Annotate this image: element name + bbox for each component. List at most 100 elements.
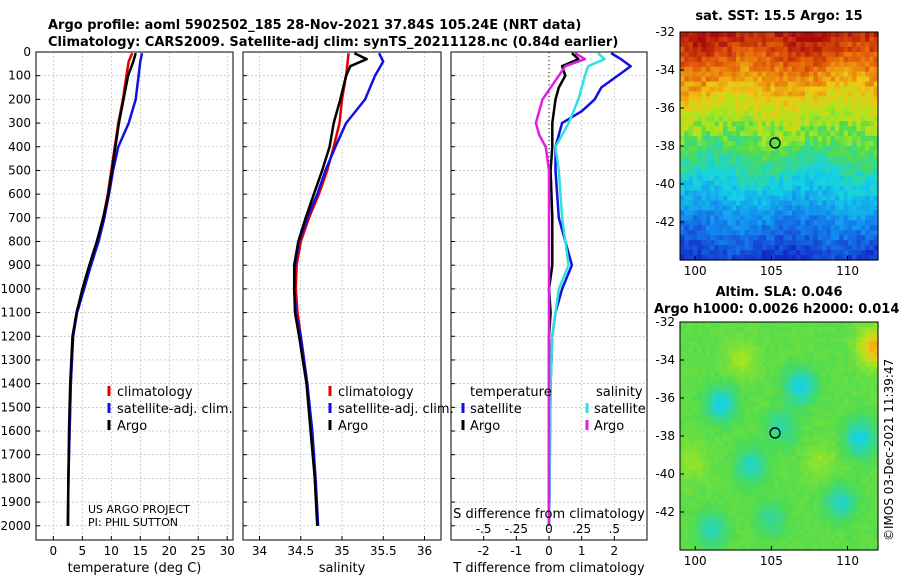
map-cell: [809, 185, 815, 192]
map-cell: [860, 401, 866, 407]
map-cell: [705, 406, 711, 412]
map-cell: [761, 255, 767, 261]
map-cell: [688, 431, 694, 437]
map-cell: [740, 515, 746, 521]
map-cell: [770, 36, 776, 43]
map-cell: [740, 230, 746, 236]
map-cell: [826, 230, 832, 236]
map-cell: [727, 346, 733, 353]
map-cell: [757, 41, 763, 48]
map-cell: [865, 421, 870, 427]
map-cell: [839, 51, 845, 58]
map-cell: [783, 91, 789, 98]
map-cell: [817, 346, 823, 353]
map-cell: [710, 160, 716, 167]
map-cell: [731, 480, 737, 487]
map-cell: [817, 51, 823, 58]
map-cell: [796, 250, 802, 256]
map-cell: [809, 465, 815, 472]
map-cell: [723, 411, 728, 417]
map-cell: [796, 401, 802, 407]
map-cell: [774, 86, 780, 93]
map-cell: [705, 376, 711, 383]
map-cell: [796, 525, 802, 531]
map-cell: [735, 106, 741, 112]
map-cell: [757, 510, 763, 516]
map-cell: [757, 230, 763, 236]
map-cell: [839, 470, 845, 477]
map-cell: [860, 411, 866, 417]
map-cell: [796, 346, 802, 353]
map-cell: [718, 215, 724, 221]
map-cell: [800, 386, 806, 392]
map-cell: [697, 500, 703, 506]
map-cell: [839, 190, 845, 197]
map-cell: [718, 61, 724, 68]
map-cell: [723, 150, 728, 157]
map-cell: [770, 391, 776, 397]
map-cell: [744, 326, 750, 333]
map-cell: [714, 210, 720, 216]
map-cell: [735, 391, 741, 397]
map-cell: [813, 91, 819, 98]
map-cell: [735, 470, 741, 477]
map-cell: [697, 41, 703, 48]
map-cell: [843, 61, 849, 68]
map-cell: [718, 391, 724, 397]
map-cell: [757, 165, 763, 172]
map-cell: [735, 46, 741, 53]
map-cell: [847, 131, 853, 137]
map-cell: [796, 450, 802, 457]
map-cell: [809, 406, 815, 412]
map-cell: [847, 235, 853, 241]
map-cell: [714, 230, 720, 236]
map-cell: [744, 356, 750, 363]
map-cell: [847, 101, 853, 107]
map-cell: [718, 495, 724, 502]
map-cell: [843, 356, 849, 363]
map-cell: [869, 510, 875, 516]
map-cell: [791, 185, 797, 192]
map-cell: [860, 505, 866, 511]
map-cell: [714, 96, 720, 102]
map-cell: [761, 190, 767, 197]
map-cell: [860, 371, 866, 378]
map-cell: [847, 220, 853, 226]
map-cell: [684, 230, 690, 236]
map-cell: [834, 106, 840, 112]
map-cell: [697, 406, 703, 412]
map-cell: [770, 535, 776, 541]
map-cell: [718, 406, 724, 412]
map-cell: [796, 336, 802, 343]
map-cell: [804, 331, 810, 338]
map-cell: [847, 185, 853, 192]
map-cell: [723, 505, 728, 511]
map-cell: [766, 41, 771, 48]
map-cell: [860, 331, 866, 338]
map-cell: [804, 515, 810, 521]
map-cell: [796, 86, 802, 93]
map-cell: [800, 170, 806, 177]
map-cell: [869, 421, 875, 427]
map-cell: [766, 545, 771, 551]
map-cell: [826, 341, 832, 348]
map-cell: [684, 341, 690, 348]
map-cell: [714, 460, 720, 467]
map-cell: [770, 545, 776, 551]
map-cell: [740, 460, 746, 467]
map-cell: [791, 101, 797, 107]
map-cell: [757, 406, 763, 412]
map-cell: [753, 61, 759, 68]
map-cell: [856, 465, 862, 472]
map-cell: [830, 426, 836, 432]
map-cell: [714, 366, 720, 373]
map-cell: [873, 495, 879, 502]
map-cell: [744, 540, 750, 546]
map-cell: [852, 381, 858, 388]
map-cell: [684, 250, 690, 256]
map-cell: [710, 200, 716, 207]
map-cell: [770, 225, 776, 231]
map-cell: [740, 141, 746, 147]
map-cell: [800, 505, 806, 511]
map-cell: [748, 51, 754, 58]
